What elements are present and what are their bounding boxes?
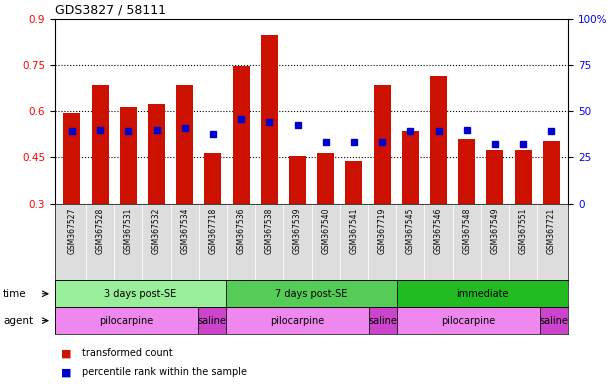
Bar	[397, 280, 568, 307]
Bar	[64, 113, 81, 204]
Bar	[261, 35, 278, 204]
Text: saline: saline	[368, 316, 397, 326]
Bar	[92, 85, 109, 204]
Bar	[289, 156, 306, 204]
Text: ■: ■	[61, 367, 71, 377]
Text: GSM367548: GSM367548	[462, 207, 471, 254]
Bar	[397, 307, 540, 334]
Bar	[486, 150, 503, 204]
Bar	[55, 307, 197, 334]
Bar	[368, 307, 397, 334]
Text: GSM367534: GSM367534	[180, 207, 189, 254]
Bar	[514, 150, 532, 204]
Text: immediate: immediate	[456, 289, 509, 299]
Text: GSM367549: GSM367549	[491, 207, 499, 254]
Bar	[543, 141, 560, 204]
Text: ■: ■	[61, 348, 71, 358]
Text: saline: saline	[540, 316, 568, 326]
Bar	[197, 307, 226, 334]
Text: GSM367536: GSM367536	[236, 207, 246, 254]
Text: agent: agent	[3, 316, 33, 326]
Text: pilocarpine: pilocarpine	[270, 316, 324, 326]
Bar	[458, 139, 475, 204]
Bar	[402, 131, 419, 204]
Bar	[374, 85, 390, 204]
Bar	[233, 66, 249, 204]
Text: saline: saline	[197, 316, 226, 326]
Bar	[226, 307, 368, 334]
Text: GSM367545: GSM367545	[406, 207, 415, 254]
Bar	[205, 153, 221, 204]
Text: GSM367532: GSM367532	[152, 207, 161, 254]
Bar	[540, 307, 568, 334]
Text: GSM367721: GSM367721	[547, 207, 556, 253]
Text: GSM367539: GSM367539	[293, 207, 302, 254]
Bar	[430, 76, 447, 204]
Bar	[176, 85, 193, 204]
Text: transformed count: transformed count	[82, 348, 174, 358]
Bar	[55, 280, 226, 307]
Bar	[148, 104, 165, 204]
Text: GSM367528: GSM367528	[95, 207, 104, 253]
Text: GSM367719: GSM367719	[378, 207, 387, 254]
Text: GSM367546: GSM367546	[434, 207, 443, 254]
Text: percentile rank within the sample: percentile rank within the sample	[82, 367, 247, 377]
Text: GSM367531: GSM367531	[124, 207, 133, 254]
Text: GSM367538: GSM367538	[265, 207, 274, 254]
Text: 3 days post-SE: 3 days post-SE	[104, 289, 177, 299]
Text: GSM367541: GSM367541	[349, 207, 359, 254]
Text: GDS3827 / 58111: GDS3827 / 58111	[55, 3, 166, 17]
Text: GSM367551: GSM367551	[519, 207, 528, 254]
Bar	[120, 107, 137, 204]
Bar	[317, 153, 334, 204]
Text: time: time	[3, 289, 27, 299]
Bar	[345, 161, 362, 204]
Text: 7 days post-SE: 7 days post-SE	[276, 289, 348, 299]
Bar	[226, 280, 397, 307]
Text: GSM367527: GSM367527	[67, 207, 76, 254]
Text: pilocarpine: pilocarpine	[99, 316, 153, 326]
Text: pilocarpine: pilocarpine	[441, 316, 496, 326]
Text: GSM367540: GSM367540	[321, 207, 330, 254]
Text: GSM367718: GSM367718	[208, 207, 218, 253]
